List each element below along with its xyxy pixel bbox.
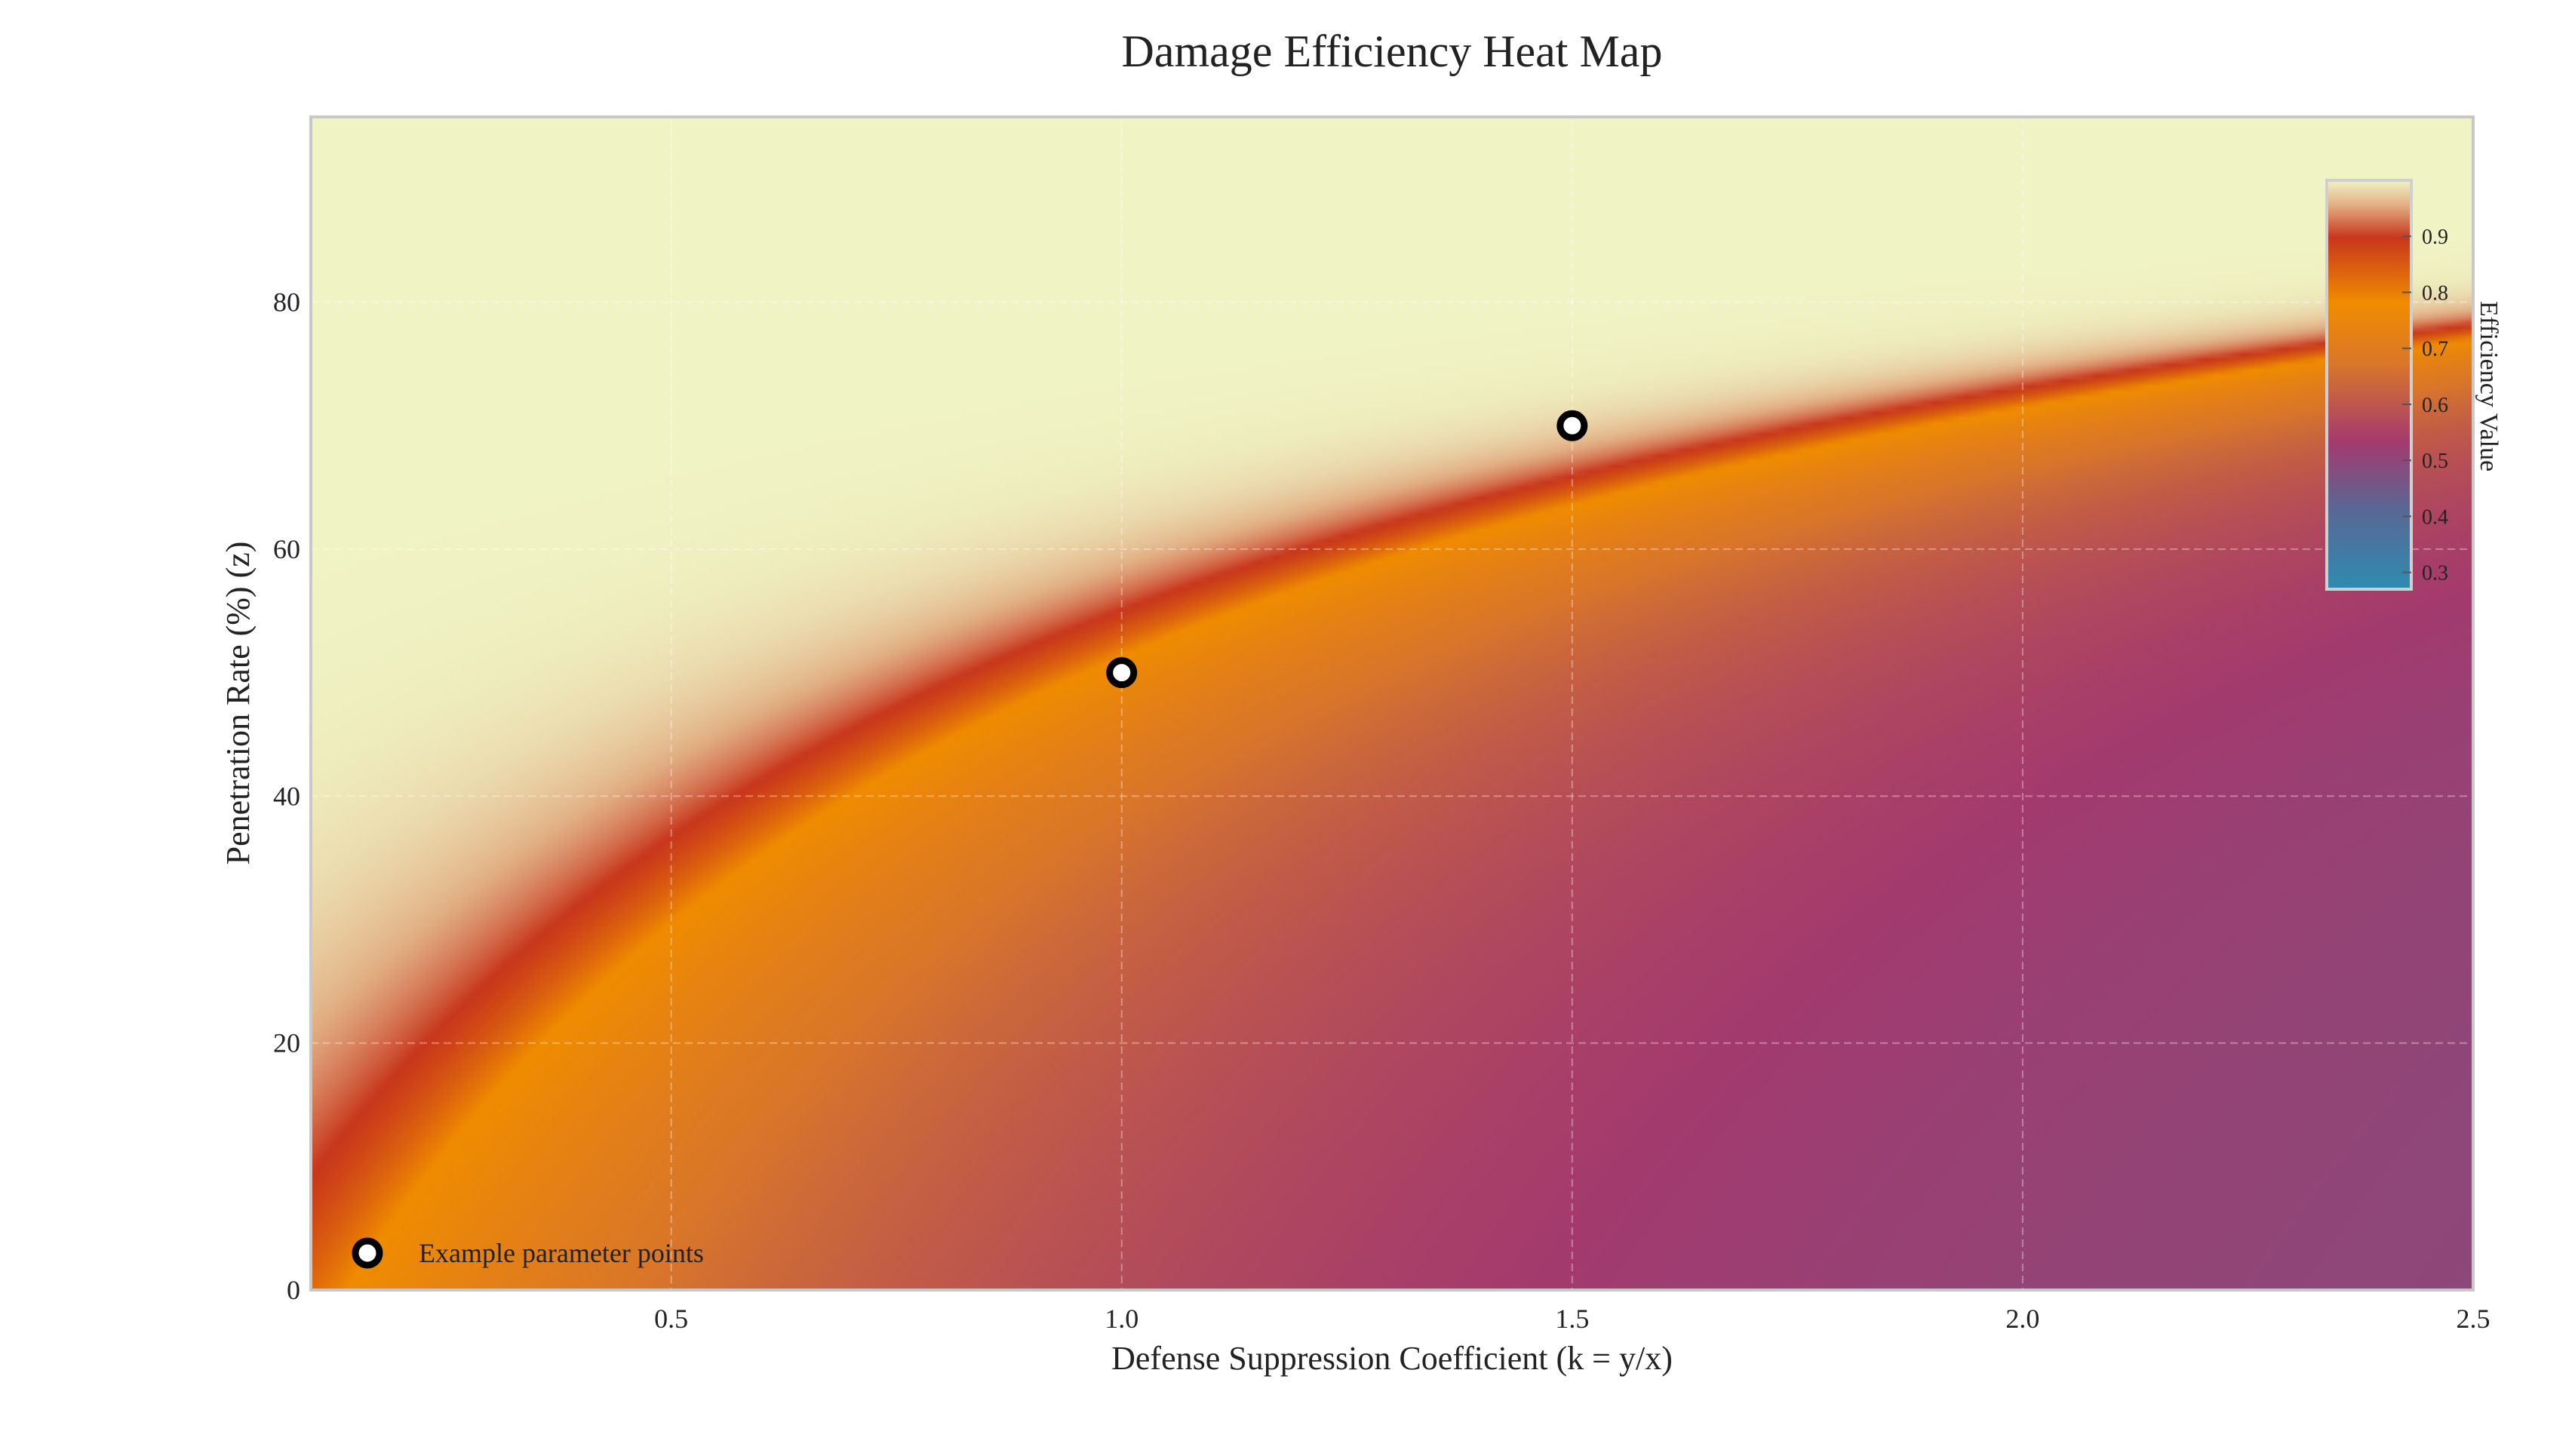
colorbar-tick-label: 0.4	[2422, 505, 2448, 529]
y-axis-label: Penetration Rate (%) (z)	[220, 542, 257, 865]
chart-title: Damage Efficiency Heat Map	[1122, 26, 1663, 76]
grid-lines	[311, 117, 2473, 1290]
colorbar: 0.3 0.4 0.5 0.6 0.7 0.8 0.9 Efficiency Value	[2325, 179, 2503, 591]
heatmap-canvas	[311, 117, 2473, 1290]
x-tick-label: 0.5	[654, 1304, 688, 1334]
x-axis-label: Defense Suppression Coefficient (k = y/x…	[1111, 1340, 1673, 1377]
colorbar-label: Efficiency Value	[2475, 301, 2503, 472]
heatmap-image	[311, 117, 2473, 1290]
x-tick-label: 2.5	[2457, 1304, 2490, 1334]
y-tick-label: 80	[273, 287, 300, 318]
y-axis-ticks: 0 20 40 60 80	[273, 287, 300, 1305]
x-tick-label: 1.0	[1105, 1304, 1138, 1334]
colorbar-tick-label: 0.8	[2422, 281, 2448, 305]
x-tick-label: 2.0	[2005, 1304, 2039, 1334]
y-tick-label: 20	[273, 1028, 300, 1058]
data-point	[1106, 657, 1138, 689]
y-tick-label: 40	[273, 781, 300, 811]
colorbar-gradient	[2325, 179, 2413, 591]
colorbar-tick-label: 0.9	[2422, 226, 2448, 249]
x-axis-ticks: 0.5 1.0 1.5 2.0 2.5	[654, 1304, 2490, 1334]
data-point	[1556, 410, 1588, 441]
colorbar-tick-label: 0.3	[2422, 562, 2448, 585]
data-points	[1106, 410, 1588, 689]
y-tick-label: 0	[287, 1275, 300, 1305]
colorbar-ticks: 0.3 0.4 0.5 0.6 0.7 0.8 0.9	[2402, 226, 2448, 585]
x-tick-label: 1.5	[1555, 1304, 1589, 1334]
colorbar-tick-label: 0.5	[2422, 450, 2448, 473]
legend-label: Example parameter points	[419, 1238, 704, 1268]
legend: Example parameter points	[352, 1237, 704, 1269]
y-tick-label: 60	[273, 534, 300, 564]
colorbar-tick-label: 0.7	[2422, 338, 2448, 361]
colorbar-tick-label: 0.6	[2422, 394, 2448, 417]
plot-frame	[309, 115, 2475, 1292]
legend-marker	[352, 1237, 383, 1269]
